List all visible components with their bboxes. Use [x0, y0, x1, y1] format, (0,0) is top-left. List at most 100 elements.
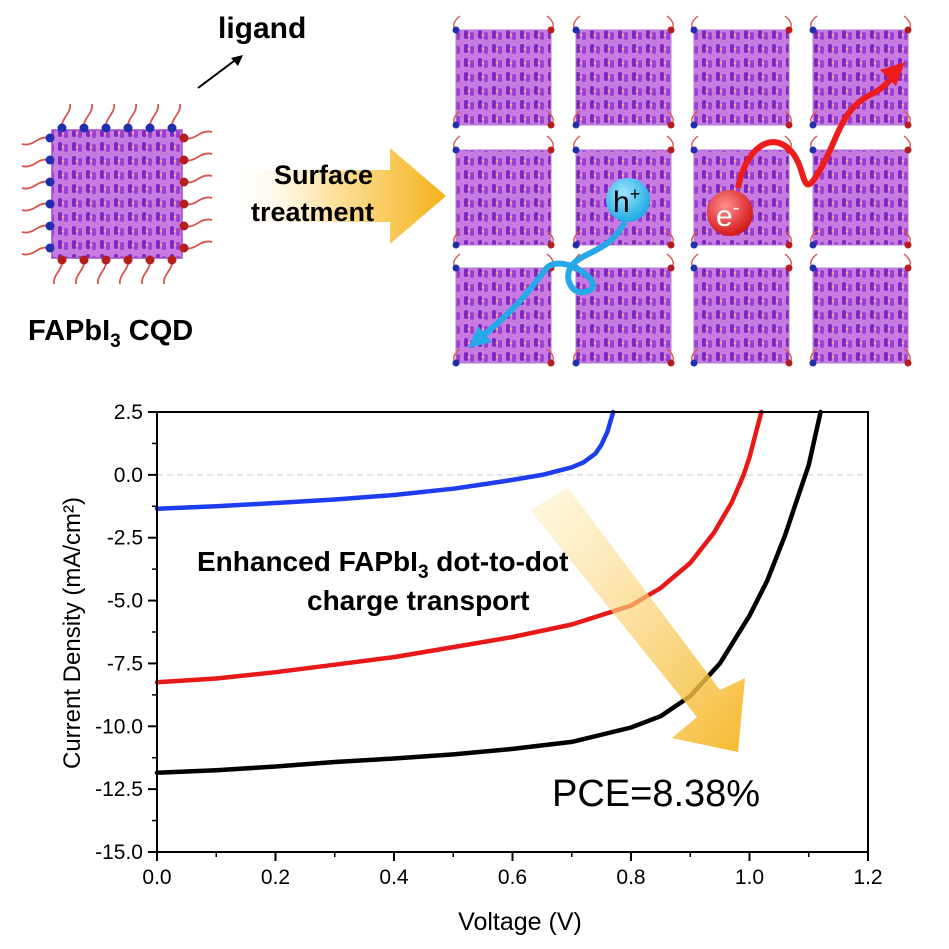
surface-cation [179, 177, 189, 187]
hole-transport-path [478, 220, 628, 341]
lattice-cation [547, 121, 555, 129]
electron-label: e- [716, 197, 739, 233]
surface-cation [79, 255, 89, 265]
treated-cqd-cube [812, 149, 909, 246]
surface-cation [57, 255, 67, 265]
lattice-cation [785, 121, 793, 129]
surface-cation [123, 123, 133, 133]
lattice-cation [809, 26, 817, 34]
electron-arrowhead [880, 62, 905, 86]
surface-cation [123, 255, 133, 265]
hole-particle [606, 178, 650, 222]
pce-annotation: PCE=8.38% [552, 773, 760, 815]
efficiency-trend-arrow [530, 488, 745, 752]
lattice-cation [452, 264, 460, 272]
lattice-cation [452, 121, 460, 129]
lattice-cation [572, 26, 580, 34]
schematic: ligand FAPbI3 CQD Surface treatment h+ e… [21, 12, 912, 367]
lattice-cation [667, 241, 675, 249]
surface-cation [179, 221, 189, 231]
surface-cation [179, 243, 189, 253]
surface-cation [45, 155, 55, 165]
lattice-cation [904, 146, 912, 154]
lattice-cation [690, 264, 698, 272]
lattice-cation [809, 146, 817, 154]
lattice-cation [809, 241, 817, 249]
lattice-cation [667, 264, 675, 272]
x-tick-label: 0.4 [379, 866, 409, 889]
y-tick-label: 0.0 [114, 464, 143, 487]
lattice-cation [667, 26, 675, 34]
x-tick-label: 0.2 [261, 866, 290, 889]
lattice-cation [809, 121, 817, 129]
lattice-cation [572, 146, 580, 154]
lattice-cation [452, 241, 460, 249]
surface-cation [167, 255, 177, 265]
lattice-cation [572, 359, 580, 367]
lattice-cation [904, 26, 912, 34]
cqd-label: FAPbI3 CQD [28, 315, 193, 352]
lattice-cation [690, 26, 698, 34]
lattice-cation [904, 359, 912, 367]
lattice-cation [667, 146, 675, 154]
x-tick-label: 0.0 [142, 866, 171, 889]
y-axis-label: Current Density (mA/cm²) [59, 497, 86, 769]
lattice-cation [572, 121, 580, 129]
lattice-cation [785, 26, 793, 34]
y-tick-label: -12.5 [95, 778, 143, 801]
lattice-cation [904, 264, 912, 272]
surface-cation [79, 123, 89, 133]
surface-cation [101, 255, 111, 265]
y-tick-label: -7.5 [107, 652, 143, 675]
y-tick-label: -5.0 [107, 590, 143, 613]
x-tick-label: 0.6 [498, 866, 527, 889]
surface-cation [45, 199, 55, 209]
lattice-cation [809, 359, 817, 367]
treated-cqd-cube [455, 149, 552, 246]
treated-cqd-lattice [452, 15, 912, 367]
lattice-cation [547, 241, 555, 249]
lattice-cation [785, 264, 793, 272]
arrow-label-treatment: treatment [251, 197, 374, 227]
y-tick-label: 2.5 [114, 401, 143, 424]
lattice-cation [547, 146, 555, 154]
surface-treatment-arrow [236, 148, 446, 244]
x-tick-label: 1.0 [735, 866, 764, 889]
surface-cation [167, 123, 177, 133]
lattice-cation [690, 121, 698, 129]
lattice-cation [452, 146, 460, 154]
y-tick-label: -10.0 [95, 715, 143, 738]
x-axis-label: Voltage (V) [458, 908, 582, 936]
electron-particle [707, 190, 753, 236]
lattice-cation [690, 241, 698, 249]
surface-cation [45, 133, 55, 143]
lattice-cation [690, 359, 698, 367]
lattice-cation [547, 359, 555, 367]
ligand-pointer-arrow [197, 57, 239, 89]
surface-cation [179, 155, 189, 165]
enhanced-annotation-line1: Enhanced FAPbI3 dot-to-dot [197, 546, 568, 583]
series-line-black [154, 409, 823, 776]
ligand-label: ligand [218, 12, 306, 45]
lattice-cation [572, 241, 580, 249]
jv-chart: 0.0 0.2 0.4 0.6 0.8 1.0 1.2 2.5 0.0 -2.5 -5.0 -7.5 -… [59, 401, 883, 936]
surface-cation [145, 123, 155, 133]
lattice-cation [904, 121, 912, 129]
surface-cation [57, 123, 67, 133]
hole-arrowhead [468, 326, 492, 348]
hole-label: h+ [613, 184, 640, 219]
surface-cation [45, 177, 55, 187]
lattice-cation [547, 26, 555, 34]
cqd-cations [45, 123, 189, 265]
surface-cation [45, 243, 55, 253]
surface-cation [179, 133, 189, 143]
treated-cqd-cube [812, 267, 909, 364]
surface-cation [145, 255, 155, 265]
lattice-cation [667, 121, 675, 129]
electron-transport-path [735, 70, 899, 189]
surface-cation [45, 221, 55, 231]
enhanced-annotation-line2: charge transport [307, 585, 530, 616]
y-tick-label: -15.0 [95, 841, 143, 864]
treated-cqd-cube [575, 29, 672, 126]
